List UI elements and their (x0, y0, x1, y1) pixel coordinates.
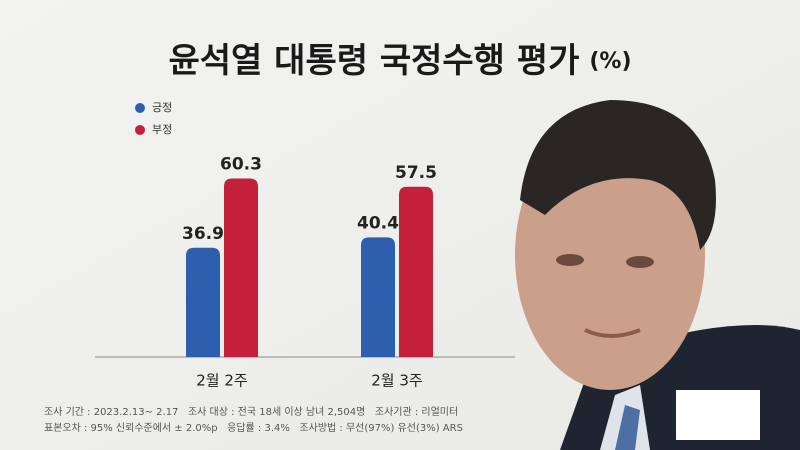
chart-title: 윤석열 대통령 국정수행 평가 (%) (168, 41, 631, 81)
survey-note: 표본오차 : 95% 신뢰수준에서 ± 2.0%p 응답률 : 3.4% 조사방… (44, 422, 463, 434)
survey-note: 조사 기간 : 2023.2.13~ 2.17 조사 대상 : 전국 18세 이… (44, 406, 458, 418)
legend-label: 부정 (152, 123, 172, 136)
bar (186, 247, 220, 357)
blank-box (676, 390, 760, 440)
bar (224, 178, 258, 357)
value-label: 57.5 (395, 163, 437, 183)
value-label: 36.9 (182, 224, 224, 244)
legend-swatch (135, 103, 145, 113)
bar (361, 237, 395, 357)
bar (399, 186, 433, 357)
title-text: 윤석열 대통령 국정수행 평가 (168, 41, 579, 81)
x-tick-label: 2월 3주 (371, 372, 422, 390)
value-label: 60.3 (220, 155, 262, 175)
x-tick-label: 2월 2주 (196, 372, 247, 390)
value-label: 40.4 (357, 213, 399, 233)
unit-label: (%) (589, 49, 631, 74)
legend-label: 긍정 (152, 101, 172, 114)
legend-swatch (135, 125, 145, 135)
